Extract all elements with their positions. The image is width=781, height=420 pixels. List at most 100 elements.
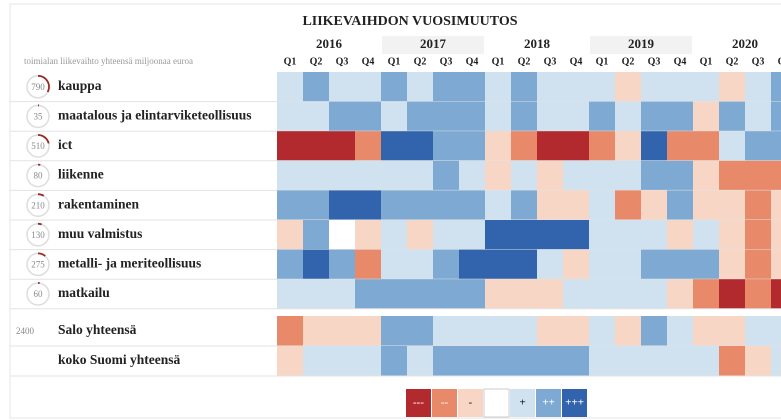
heat-cell (433, 316, 459, 346)
legend-label: +++ (565, 397, 584, 409)
heat-cell (641, 249, 667, 280)
heat-cell (433, 279, 459, 309)
heat-cell (459, 160, 485, 191)
heat-cell (329, 160, 355, 191)
heat-cell (511, 249, 537, 280)
heat-cell (459, 346, 485, 376)
heat-cell (771, 72, 781, 102)
heat-cell (303, 346, 329, 376)
heat-cell (537, 346, 563, 376)
legend-label: ++ (542, 397, 555, 409)
heat-cell (719, 279, 745, 309)
heat-cell (589, 72, 615, 102)
heat-cell (589, 346, 615, 376)
heat-cell (641, 190, 667, 220)
heat-cell (459, 72, 485, 102)
heat-cell (615, 131, 641, 161)
heat-cell (563, 249, 589, 280)
heat-cell (381, 346, 407, 376)
total-label: 130 (31, 230, 45, 240)
heat-cell (615, 279, 641, 309)
heat-cell (511, 131, 537, 161)
heat-cell (745, 220, 771, 250)
year-label: 2020 (732, 36, 758, 51)
row-label: kauppa (58, 78, 102, 93)
heat-cell (303, 249, 329, 280)
heat-cell (511, 101, 537, 132)
quarter-label: Q2 (726, 56, 739, 67)
total-label: 790 (31, 82, 45, 92)
heat-cell (771, 249, 781, 280)
heat-cell (433, 249, 459, 280)
heat-cell (745, 279, 771, 309)
legend-label: --- (413, 397, 424, 409)
heat-cell (381, 249, 407, 280)
quarter-label: Q3 (544, 56, 557, 67)
heat-cell (589, 160, 615, 191)
total-arc (37, 74, 50, 93)
total-label: 60 (34, 289, 44, 299)
heat-cell (329, 101, 355, 132)
total-label: 275 (31, 259, 45, 269)
heat-cell (771, 160, 781, 191)
heat-cell (381, 190, 407, 220)
heat-cell (485, 101, 511, 132)
heat-cell (277, 346, 303, 376)
heat-cell (511, 316, 537, 346)
heat-cell (303, 160, 329, 191)
heat-cell (381, 220, 407, 250)
heat-cell (615, 316, 641, 346)
row-label: maatalous ja elintarviketeollisuus (58, 107, 252, 122)
year-header-bg (694, 36, 781, 54)
year-label: 2017 (420, 36, 447, 51)
heat-cell (719, 249, 745, 280)
heat-cell (615, 101, 641, 132)
row-label: Salo yhteensä (58, 322, 137, 337)
heat-cell (407, 346, 433, 376)
heat-cell (693, 160, 719, 191)
heat-cell (277, 190, 303, 220)
heat-cell (771, 279, 781, 309)
heat-cell (485, 190, 511, 220)
heat-cell (381, 72, 407, 102)
heat-cell (407, 190, 433, 220)
heat-cell (459, 316, 485, 346)
heat-cell (277, 72, 303, 102)
heat-cell (641, 72, 667, 102)
heat-cell (771, 101, 781, 132)
heat-cell (563, 279, 589, 309)
heat-cell (433, 101, 459, 132)
heat-cell (745, 316, 771, 346)
frame (9, 3, 781, 419)
quarter-label: Q4 (362, 56, 375, 67)
heat-cell (719, 72, 745, 102)
heat-cell (485, 249, 511, 280)
heat-cell (537, 190, 563, 220)
heat-cell (537, 220, 563, 250)
heat-cell (459, 101, 485, 132)
heat-cell (355, 279, 381, 309)
heat-cell (563, 101, 589, 132)
heat-cell (303, 279, 329, 309)
quarter-label: Q3 (440, 56, 453, 67)
heat-cell (693, 316, 719, 346)
heat-cell (771, 220, 781, 250)
heat-cell (459, 190, 485, 220)
heat-cell (355, 346, 381, 376)
heat-cell (589, 279, 615, 309)
heat-cell (563, 72, 589, 102)
heat-cell (407, 160, 433, 191)
heat-cell (771, 190, 781, 220)
heat-cell (719, 316, 745, 346)
heat-cell (433, 220, 459, 250)
heat-cell (485, 346, 511, 376)
heat-cell (537, 249, 563, 280)
heat-cell (511, 346, 537, 376)
heat-cell (459, 220, 485, 250)
heat-cell (407, 220, 433, 250)
heat-cell (511, 190, 537, 220)
heat-cell (589, 249, 615, 280)
heat-cell (485, 316, 511, 346)
heat-cell (355, 316, 381, 346)
heat-cell (641, 160, 667, 191)
